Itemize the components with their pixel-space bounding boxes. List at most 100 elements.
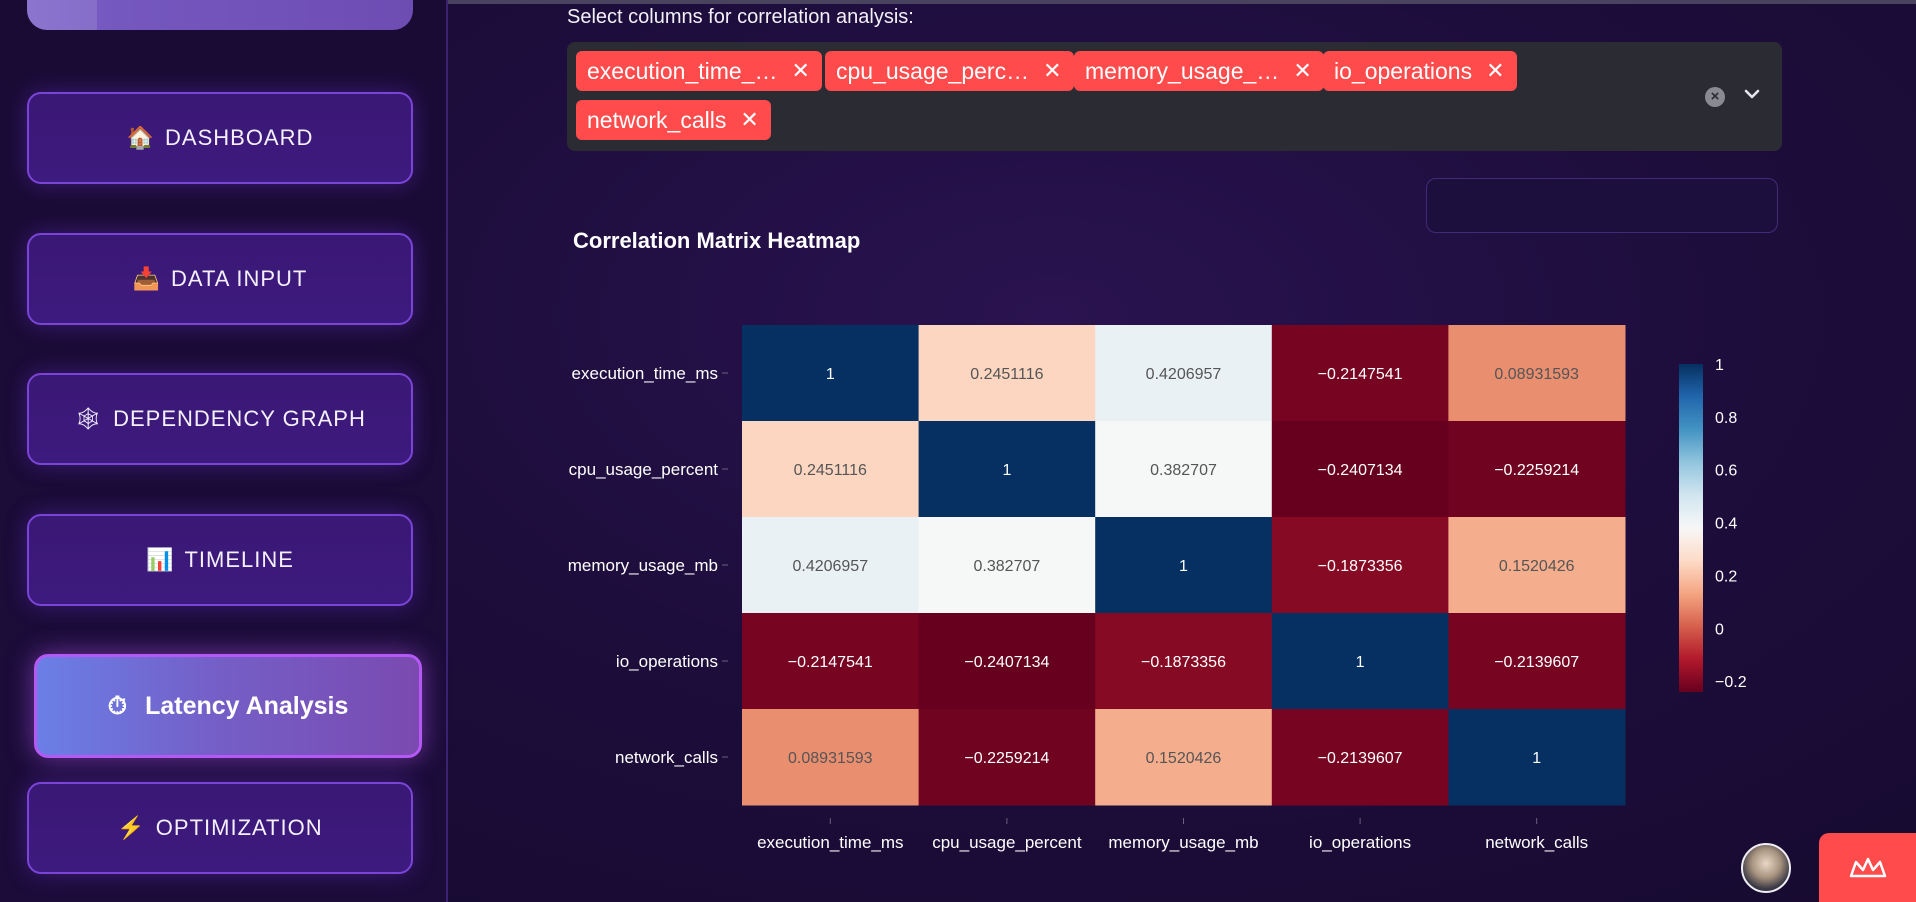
window-top-border	[0, 0, 1916, 4]
chip-label: execution_time_…	[587, 57, 778, 84]
heatmap-cell	[1271, 421, 1449, 518]
sidebar-item-label: TIMELINE	[184, 547, 294, 572]
remove-chip-icon[interactable]: ✕	[1486, 58, 1505, 83]
heatmap-cell-label: −0.2407134	[1318, 462, 1403, 479]
chip-label: network_calls	[587, 106, 727, 133]
heatmap-cell-label: −0.2407134	[964, 654, 1049, 671]
sidebar-top-banner	[27, 0, 413, 30]
colorbar-tick-label: −0.2	[1715, 674, 1747, 691]
spider-web-icon: 🕸	[74, 406, 104, 431]
chart-title: Correlation Matrix Heatmap	[573, 228, 861, 253]
sidebar-item-label: DASHBOARD	[165, 125, 314, 150]
sidebar-item-label: OPTIMIZATION	[155, 815, 323, 840]
heatmap-cell-label: 1	[1356, 654, 1365, 671]
heatmap-cell	[1095, 613, 1273, 710]
heatmap-cell-label: 0.382707	[1150, 462, 1217, 479]
heatmap-cell	[1095, 709, 1273, 806]
heatmap-cell-label: 1	[1002, 462, 1011, 479]
colorbar-tick-label: 0.8	[1715, 410, 1737, 427]
streamlit-badge[interactable]	[1819, 833, 1916, 902]
heatmap-cell	[1271, 709, 1449, 806]
heatmap-cell-label: 1	[1179, 558, 1188, 575]
heatmap-cell	[1095, 325, 1273, 422]
remove-chip-icon[interactable]: ✕	[740, 107, 759, 132]
sidebar-item-label: Latency Analysis	[145, 691, 349, 720]
colorbar-tick-label: 0.2	[1715, 568, 1737, 585]
row-tick-label: io_operations	[616, 652, 718, 671]
sidebar-item-dashboard[interactable]: 🏠 DASHBOARD	[27, 92, 413, 184]
chip-label: memory_usage_…	[1085, 57, 1280, 84]
heatmap-cell	[1448, 613, 1626, 710]
colorbar-tick-label: 0.4	[1715, 516, 1737, 533]
remove-chip-icon[interactable]: ✕	[1293, 58, 1312, 83]
colorbar	[1679, 364, 1703, 692]
stopwatch-icon: ⏱	[107, 691, 128, 720]
lightning-icon: ⚡	[117, 815, 146, 840]
heatmap-cell	[742, 517, 920, 614]
row-tick-label: memory_usage_mb	[568, 556, 718, 575]
sidebar-item-label: DATA INPUT	[171, 266, 308, 291]
columns-select-label: Select columns for correlation analysis:	[567, 6, 914, 28]
heatmap-cell	[1095, 517, 1273, 614]
column-tick-label: network_calls	[1485, 833, 1588, 852]
heatmap-cell	[742, 421, 920, 518]
heatmap-cell-label: 0.2451116	[970, 366, 1043, 383]
heatmap-cell-label: 0.2451116	[794, 462, 867, 479]
chevron-down-icon[interactable]	[1741, 83, 1763, 105]
sidebar: 🏠 DASHBOARD 📥 DATA INPUT 🕸 DEPENDENCY GR…	[0, 0, 448, 902]
colorbar-tick-label: 0.6	[1715, 463, 1737, 480]
heatmap-cell	[918, 613, 1096, 710]
heatmap-cell	[1271, 517, 1449, 614]
column-tick-label: execution_time_ms	[757, 833, 903, 852]
columns-multiselect[interactable]: execution_time_… ✕ cpu_usage_perc… ✕ mem…	[567, 42, 1782, 151]
heatmap-cell-label: 0.08931593	[1494, 366, 1579, 383]
column-chip[interactable]: network_calls ✕	[576, 100, 771, 140]
colorbar-tick-label: 0	[1715, 621, 1724, 638]
heatmap-cell	[1448, 421, 1626, 518]
sidebar-item-dependency-graph[interactable]: 🕸 DEPENDENCY GRAPH	[27, 373, 413, 465]
sidebar-item-label: DEPENDENCY GRAPH	[113, 406, 366, 431]
column-tick-label: memory_usage_mb	[1108, 833, 1258, 852]
column-chip[interactable]: execution_time_… ✕	[576, 51, 822, 91]
heatmap-cell-label: 1	[826, 366, 835, 383]
crown-logo-icon	[1849, 857, 1886, 877]
heatmap-cell-label: 0.382707	[974, 558, 1041, 575]
column-chip[interactable]: io_operations ✕	[1323, 51, 1517, 91]
sidebar-item-timeline[interactable]: 📊 TIMELINE	[27, 514, 413, 606]
sidebar-item-data-input[interactable]: 📥 DATA INPUT	[27, 233, 413, 325]
heatmap-cell	[918, 325, 1096, 422]
row-tick-label: cpu_usage_percent	[569, 460, 719, 479]
column-tick-label: cpu_usage_percent	[932, 833, 1082, 852]
column-chip[interactable]: cpu_usage_perc… ✕	[825, 51, 1074, 91]
heatmap-cell	[1448, 325, 1626, 422]
heatmap-cell-label: 0.1520426	[1499, 558, 1575, 575]
heatmap-cell	[1448, 517, 1626, 614]
heatmap-cell	[1448, 709, 1626, 806]
heatmap-cell-label: 0.4206957	[1146, 366, 1222, 383]
empty-panel	[1426, 178, 1778, 233]
heatmap-cell-label: −0.2147541	[1318, 366, 1403, 383]
row-tick-label: execution_time_ms	[572, 364, 718, 383]
clear-all-icon[interactable]: ×	[1705, 87, 1725, 107]
colorbar-tick-label: 1	[1715, 357, 1724, 374]
house-icon: 🏠	[126, 125, 156, 150]
column-tick-label: io_operations	[1309, 833, 1411, 852]
heatmap-cell	[742, 613, 920, 710]
heatmap-cell	[742, 325, 920, 422]
heatmap-cell-label: −0.2139607	[1494, 654, 1579, 671]
remove-chip-icon[interactable]: ✕	[791, 58, 810, 83]
heatmap-cell	[1095, 421, 1273, 518]
heatmap-cell-label: −0.2147541	[788, 654, 873, 671]
sidebar-item-latency-analysis[interactable]: ⏱ Latency Analysis	[34, 654, 422, 758]
user-avatar[interactable]	[1741, 843, 1791, 893]
heatmap-cell	[1271, 325, 1449, 422]
column-chip[interactable]: memory_usage_… ✕	[1074, 51, 1324, 91]
remove-chip-icon[interactable]: ✕	[1043, 58, 1062, 83]
heatmap-cell-label: 1	[1532, 750, 1541, 767]
sidebar-item-optimization[interactable]: ⚡ OPTIMIZATION	[27, 782, 413, 874]
heatmap-cell	[742, 709, 920, 806]
heatmap-cell	[918, 517, 1096, 614]
chip-label: io_operations	[1334, 57, 1473, 84]
heatmap-cell	[918, 709, 1096, 806]
